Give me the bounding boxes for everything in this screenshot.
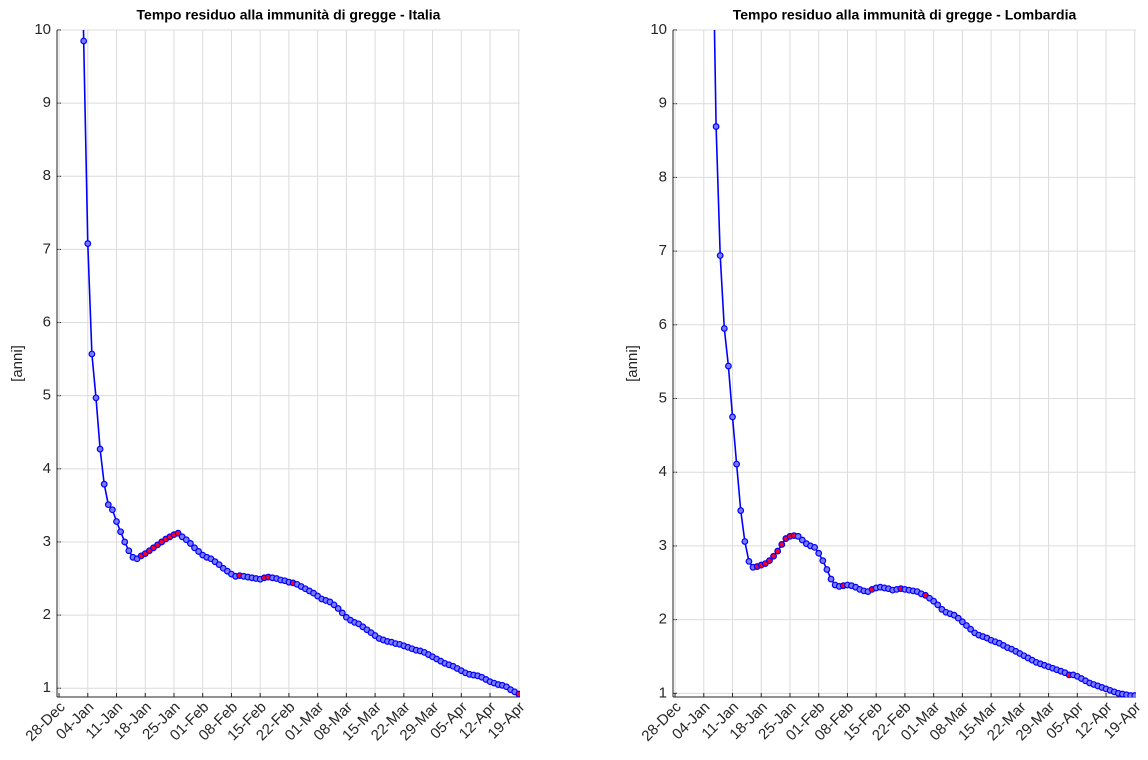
data-point [930, 597, 938, 605]
subplot: 1234567891028-Dec04-Jan11-Jan18-Jan25-Ja… [9, 7, 528, 745]
y-tick-label: 9 [43, 94, 51, 111]
data-point [725, 362, 732, 370]
y-tick-label: 5 [659, 389, 667, 406]
y-tick-label: 4 [659, 463, 667, 480]
y-tick-label: 8 [43, 167, 51, 184]
data-point [774, 547, 782, 555]
data-point [104, 501, 112, 509]
y-tick-label: 10 [34, 21, 51, 38]
data-point [186, 540, 194, 547]
data-point [811, 543, 819, 551]
data-point [174, 529, 182, 537]
y-tick-label: 3 [43, 533, 51, 550]
y-tick-label: 2 [659, 611, 667, 628]
chart-title: Tempo residuo alla immunità di gregge - … [137, 7, 441, 23]
y-tick-label: 1 [659, 684, 667, 701]
data-point [100, 480, 108, 488]
y-tick-label: 6 [659, 316, 667, 333]
data-point [712, 123, 720, 130]
data-point [125, 547, 133, 555]
y-tick-label: 2 [43, 606, 51, 623]
data-point [745, 557, 753, 565]
data-point [827, 575, 835, 583]
y-tick-label: 8 [659, 168, 667, 185]
y-tick-label: 9 [659, 95, 667, 112]
data-point [121, 538, 129, 546]
data-point [515, 690, 520, 697]
y-tick-label: 6 [43, 314, 51, 331]
data-point [80, 37, 88, 45]
data-point [191, 544, 198, 552]
data-point [823, 566, 831, 573]
data-point [96, 445, 104, 453]
data-point [733, 460, 741, 468]
subplot: 1234567891028-Dec04-Jan11-Jan18-Jan25-Ja… [624, 7, 1144, 745]
y-axis-label: [anni] [624, 345, 641, 382]
data-point [92, 394, 100, 402]
data-point [766, 557, 773, 565]
chart-title: Tempo residuo alla immunità di gregge - … [733, 7, 1077, 23]
data-point [794, 532, 802, 540]
data-point [182, 536, 190, 544]
data-point [84, 240, 92, 247]
data-point [934, 601, 942, 609]
data-point [334, 605, 342, 612]
data-point [967, 625, 974, 633]
data-point [113, 518, 120, 525]
data-point [117, 528, 125, 536]
plot-area [712, 30, 1136, 697]
data-point [338, 609, 346, 617]
data-point [741, 538, 749, 545]
y-tick-label: 7 [43, 240, 51, 257]
data-point [195, 548, 203, 555]
y-tick-label: 5 [43, 387, 51, 404]
data-point [798, 536, 806, 544]
y-tick-label: 3 [659, 537, 667, 554]
data-point [963, 622, 970, 629]
data-point [958, 618, 966, 626]
data-point [729, 413, 736, 421]
data-point [330, 601, 338, 609]
data-point [778, 541, 786, 548]
y-tick-label: 7 [659, 242, 667, 259]
data-point [737, 507, 745, 514]
data-point [1131, 692, 1136, 697]
y-axis-label: [anni] [9, 345, 26, 382]
data-point [720, 325, 728, 332]
data-point [815, 549, 823, 557]
data-point [88, 350, 96, 358]
y-tick-label: 1 [43, 679, 51, 696]
plot-area [80, 30, 520, 697]
y-tick-label: 4 [43, 460, 51, 477]
y-tick-label: 10 [650, 21, 667, 38]
data-point [954, 614, 962, 622]
data-point [716, 252, 724, 259]
data-point [770, 552, 777, 560]
data-point [819, 557, 827, 565]
data-point [215, 561, 223, 569]
data-point [109, 506, 116, 514]
